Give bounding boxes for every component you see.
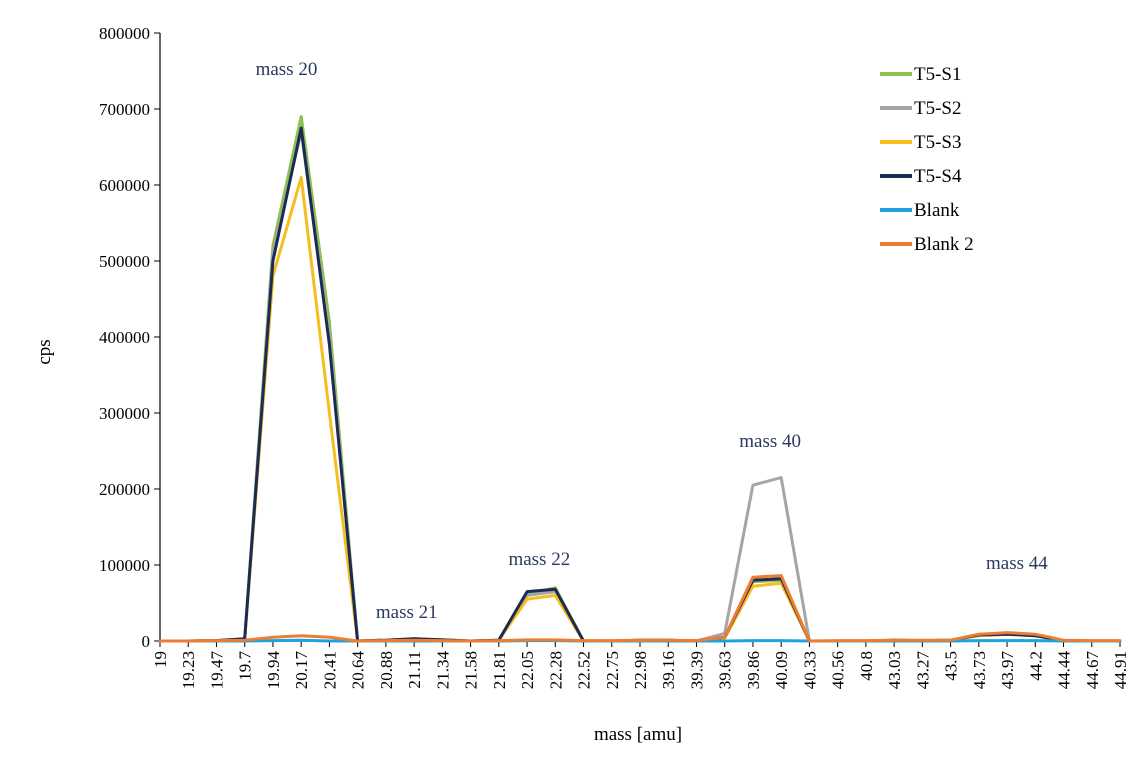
peak-annotation: mass 44: [986, 553, 1048, 574]
x-tick-label: 39.86: [744, 651, 763, 689]
legend-label: Blank: [914, 200, 960, 221]
legend-item: T5-S1: [880, 64, 962, 85]
x-tick-label: 39.63: [716, 651, 735, 689]
y-tick-label: 500000: [99, 252, 150, 271]
y-tick-label: 400000: [99, 328, 150, 347]
x-tick-label: 20.64: [349, 651, 368, 690]
x-tick-label: 22.05: [518, 651, 537, 689]
x-tick-label: 40.56: [829, 651, 848, 689]
x-tick-label: 19.47: [207, 651, 226, 690]
x-tick-label: 40.09: [772, 651, 791, 689]
series-layer: [158, 115, 1122, 643]
x-tick-label: 19.23: [179, 651, 198, 689]
x-tick-label: 19.94: [264, 651, 283, 690]
x-axis-title: mass [amu]: [594, 724, 682, 745]
x-tick-label: 43.97: [998, 651, 1017, 690]
y-tick-label: 300000: [99, 404, 150, 423]
x-tick-label: 22.75: [603, 651, 622, 689]
x-tick-label: 22.28: [546, 651, 565, 689]
y-tick-label: 200000: [99, 480, 150, 499]
legend-item: T5-S3: [880, 132, 962, 153]
x-tick-label: 40.33: [800, 651, 819, 689]
legend-label: Blank 2: [914, 234, 974, 255]
y-tick-label: 700000: [99, 100, 150, 119]
x-tick-label: 22.98: [631, 651, 650, 689]
x-tick-label: 43.03: [885, 651, 904, 689]
x-tick-label: 44.91: [1111, 651, 1130, 689]
legend-item: T5-S4: [880, 166, 962, 187]
legend-item: T5-S2: [880, 98, 962, 119]
x-tick-label: 44.67: [1083, 651, 1102, 690]
peak-annotation: mass 40: [739, 431, 801, 452]
peak-annotation: mass 21: [376, 602, 438, 623]
x-tick-label: 20.88: [377, 651, 396, 689]
x-tick-label: 21.34: [433, 651, 452, 690]
y-tick-label: 100000: [99, 556, 150, 575]
peak-annotation: mass 20: [256, 59, 318, 80]
x-tick-label: 21.81: [490, 651, 509, 689]
x-tick-label: 20.17: [292, 651, 311, 690]
x-tick-label: 43.27: [913, 651, 932, 690]
x-tick-label: 20.41: [320, 651, 339, 689]
x-tick-label: 44.2: [1026, 651, 1045, 681]
series-line-blank-2: [158, 574, 1122, 643]
annotation-layer: mass 20 mass 21 mass 22 mass 40 mass 44: [256, 59, 1049, 623]
x-tick-label: 19.7: [236, 651, 255, 681]
y-tick-label: 600000: [99, 176, 150, 195]
legend: T5-S1 T5-S2 T5-S3 T5-S4 Blank Blank 2: [880, 64, 974, 255]
legend-label: T5-S1: [914, 64, 962, 85]
x-tick-label: 19: [151, 651, 170, 668]
y-axis: 0 100000 200000 300000 400000 500000 600000 700…: [99, 24, 161, 651]
peak-annotation: mass 22: [508, 549, 570, 570]
x-tick-label: 43.73: [970, 651, 989, 689]
x-axis: 19 19.23 19.47 19.7 19.94 20.17 20.41 20.64 20.8…: [151, 640, 1130, 690]
y-axis-title: cps: [34, 339, 55, 364]
series-line-t5-s3: [158, 175, 1122, 643]
x-tick-label: 21.58: [462, 651, 481, 689]
y-tick-label: 0: [142, 632, 151, 651]
x-tick-label: 22.52: [575, 651, 594, 689]
legend-item: Blank 2: [880, 234, 974, 255]
legend-label: T5-S2: [914, 98, 962, 119]
x-tick-label: 39.39: [687, 651, 706, 689]
legend-label: T5-S3: [914, 132, 962, 153]
x-tick-label: 39.16: [659, 651, 678, 689]
legend-item: Blank: [880, 200, 960, 221]
x-tick-label: 43.5: [942, 651, 961, 681]
x-tick-label: 44.44: [1055, 651, 1074, 690]
x-tick-label: 40.8: [857, 651, 876, 681]
legend-label: T5-S4: [914, 166, 962, 187]
x-tick-label: 21.11: [405, 651, 424, 689]
y-tick-label: 800000: [99, 24, 150, 43]
